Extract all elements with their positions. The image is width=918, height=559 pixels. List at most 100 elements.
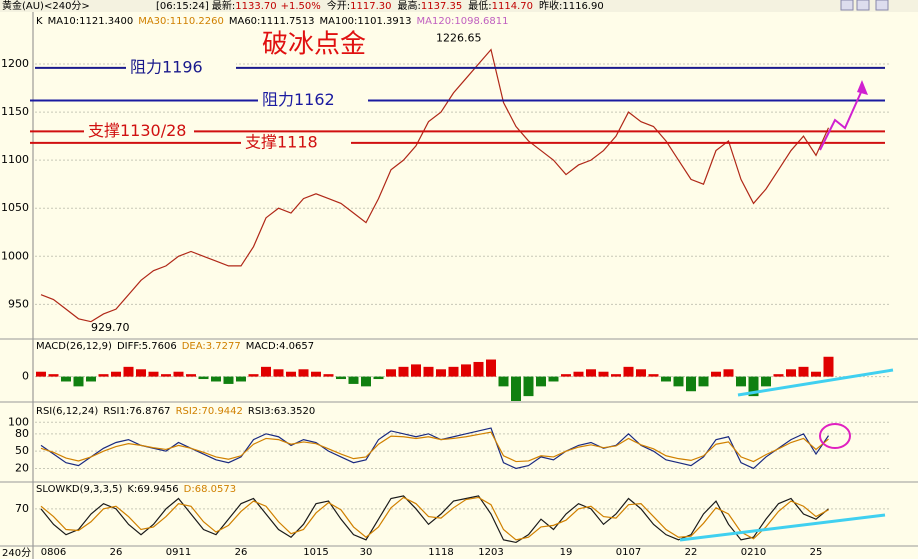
y-tick-label: 50 — [15, 444, 29, 457]
y-tick-label: 1000 — [1, 249, 29, 262]
macd-bar — [636, 369, 646, 377]
y-tick-label: 70 — [15, 502, 29, 515]
indicator-legend: K MA10:1121.3400 MA30:1110.2260 MA60:1111.7… — [36, 16, 509, 27]
field-label: 今开: — [327, 0, 350, 12]
series-line — [40, 431, 829, 463]
legend-item: MA60:1111.7513 — [229, 16, 315, 27]
macd-bar — [286, 371, 296, 377]
legend-item: D:68.0573 — [184, 484, 236, 495]
macd-bar — [586, 369, 596, 377]
quote-fields: [06:15:24] 最新:1133.70 +1.50% 今开:1117.30 最高:… — [156, 0, 604, 12]
button[interactable] — [856, 0, 870, 11]
field-value: 1116.90 — [562, 1, 603, 12]
legend-item: MACD(26,12,9) — [36, 341, 112, 352]
x-tick-label: 26 — [110, 547, 123, 558]
macd-bar — [198, 376, 209, 380]
level-label-bg — [126, 58, 236, 77]
macd-bar — [748, 376, 759, 397]
macd-bar — [511, 376, 521, 401]
macd-bar — [86, 376, 96, 382]
high-label: 1226.65 — [436, 31, 482, 44]
trend-line — [679, 513, 886, 542]
macd-bar — [548, 376, 559, 382]
macd-bar — [398, 366, 409, 377]
macd-bar — [823, 356, 834, 377]
macd-bar — [498, 376, 509, 387]
y-tick-label: 1200 — [1, 57, 29, 70]
macd-bar — [798, 366, 809, 377]
y-tick-label: 1050 — [1, 201, 29, 214]
macd-bar — [73, 376, 84, 387]
macd-bar — [98, 374, 109, 377]
field-label: 最低: — [468, 0, 491, 12]
macd-bar — [161, 374, 171, 377]
field-label: 昨收: — [539, 0, 562, 12]
indicator-legend: RSI(6,12,24) RSI1:76.8767 RSI2:70.9442 RSI3… — [36, 406, 315, 417]
macd-bar — [261, 366, 271, 377]
macd-bar — [761, 376, 771, 387]
x-tick-label: 1203 — [478, 547, 503, 558]
macd-bar — [111, 371, 121, 377]
macd-bar — [486, 359, 496, 377]
macd-bar — [686, 376, 696, 392]
macd-bar — [698, 376, 709, 387]
macd-bar — [473, 361, 484, 377]
y-tick-label: 80 — [15, 427, 29, 440]
macd-bar — [48, 374, 59, 377]
macd-bar — [298, 369, 309, 377]
macd-bar — [173, 371, 184, 377]
y-tick-label: 1150 — [1, 105, 29, 118]
legend-item: SLOWKD(9,3,3,5) — [36, 484, 122, 495]
legend-item: RSI3:63.3520 — [248, 406, 315, 417]
macd-bar — [573, 371, 584, 377]
legend-item: MA100:1101.3913 — [319, 16, 411, 27]
level-label: 阻力1196 — [130, 57, 203, 76]
x-tick-label: 1015 — [303, 547, 328, 558]
macd-bar — [136, 369, 146, 377]
series-line — [40, 495, 829, 544]
highlight-circle — [819, 423, 851, 449]
macd-bar — [411, 364, 421, 377]
macd-bar — [623, 366, 634, 377]
level-label-bg — [241, 133, 351, 152]
field-label: 最高: — [398, 0, 421, 12]
button[interactable] — [875, 0, 889, 11]
indicator-legend: MACD(26,12,9) DIFF:5.7606 DEA:3.7277 MACD:4… — [36, 341, 314, 352]
symbol: 黄金(AU)<240分> — [2, 0, 90, 12]
macd-bar — [736, 376, 746, 387]
y-tick-label: 1100 — [1, 153, 29, 166]
indicator-legend: SLOWKD(9,3,3,5) K:69.9456 D:68.0573 — [36, 484, 236, 495]
level-label: 阻力1162 — [262, 90, 335, 109]
macd-bar — [786, 369, 796, 377]
macd-bar — [223, 376, 234, 384]
macd-bar — [236, 376, 246, 382]
macd-bar — [436, 369, 446, 377]
level-label-bg — [258, 91, 368, 110]
window-buttons[interactable] — [840, 0, 889, 11]
macd-bar — [598, 371, 609, 377]
x-tick-label: 19 — [560, 547, 573, 558]
macd-bar — [536, 376, 546, 387]
field-value: 1137.35 — [421, 1, 462, 12]
projection-arrow — [819, 89, 863, 151]
button[interactable] — [840, 0, 854, 11]
x-tick-label: 26 — [235, 547, 248, 558]
field-value: 1117.30 — [350, 1, 391, 12]
legend-item: DEA:3.7277 — [182, 341, 241, 352]
x-tick-label: 25 — [810, 547, 823, 558]
legend-item: K:69.9456 — [127, 484, 178, 495]
x-tick-label: 0911 — [166, 547, 191, 558]
macd-bar — [123, 366, 134, 377]
y-tick-label: 100 — [8, 415, 29, 428]
level-label-bg — [84, 122, 194, 141]
legend-item: DIFF:5.7606 — [117, 341, 177, 352]
macd-bar — [211, 376, 221, 382]
macd-bar — [323, 374, 334, 377]
x-tick-label: 1118 — [428, 547, 453, 558]
trend-line — [737, 368, 894, 397]
macd-bar — [773, 374, 784, 377]
legend-item: MA120:1098.6811 — [417, 16, 509, 27]
legend-item: MA10:1121.3400 — [48, 16, 134, 27]
